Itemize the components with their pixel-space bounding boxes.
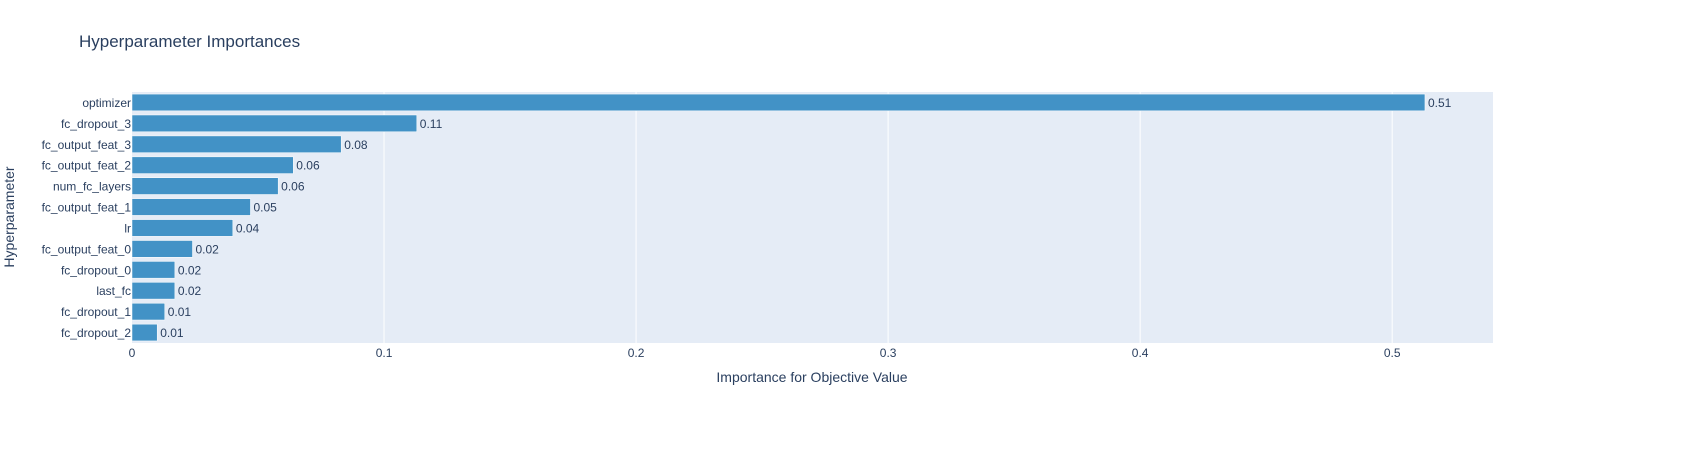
y-tick-label: fc_dropout_0	[61, 263, 131, 277]
gridlines	[383, 92, 1393, 343]
bar-value-label: 0.06	[281, 180, 305, 194]
y-tick-label: lr	[124, 221, 131, 235]
y-tick-labels: optimizer fc_dropout_3 fc_output_feat_3 fc_…	[42, 96, 132, 340]
y-tick-label: num_fc_layers	[53, 180, 131, 194]
bar[interactable]	[131, 135, 342, 153]
bar-value-label: 0.02	[178, 263, 202, 277]
y-tick-label: last_fc	[96, 284, 131, 298]
bar-value-label: 0.08	[344, 138, 368, 152]
bar-value-label: 0.04	[236, 221, 260, 235]
y-tick-label: fc_output_feat_0	[42, 242, 132, 256]
bar[interactable]	[131, 177, 279, 195]
bar[interactable]	[131, 282, 176, 300]
bar-value-label: 0.01	[168, 305, 192, 319]
y-tick-label: fc_output_feat_1	[42, 201, 132, 215]
bar[interactable]	[131, 323, 158, 342]
y-tick-label: optimizer	[82, 96, 131, 110]
bar[interactable]	[131, 219, 234, 237]
bar-value-label: 0.06	[296, 159, 320, 173]
bar[interactable]	[131, 198, 251, 216]
x-tick-labels: 0 0.1 0.2 0.3 0.4 0.5	[129, 346, 1401, 360]
y-tick-label: fc_dropout_1	[61, 305, 131, 319]
bar[interactable]	[131, 261, 176, 279]
bar-value-label: 0.02	[195, 242, 219, 256]
x-tick-label: 0.5	[1384, 346, 1401, 360]
x-tick-label: 0.1	[376, 346, 393, 360]
x-tick-label: 0.4	[1132, 346, 1149, 360]
bar[interactable]	[131, 240, 193, 258]
chart-title: Hyperparameter Importances	[79, 32, 300, 51]
y-tick-label: fc_dropout_2	[61, 326, 131, 340]
bar-value-label: 0.05	[253, 201, 277, 215]
y-tick-label: fc_output_feat_2	[42, 159, 132, 173]
x-tick-label: 0.2	[628, 346, 645, 360]
bar[interactable]	[131, 303, 166, 321]
bar[interactable]	[131, 114, 418, 132]
bar[interactable]	[131, 156, 294, 174]
bar-value-label: 0.11	[420, 117, 443, 131]
bar-value-label: 0.51	[1428, 96, 1452, 110]
y-axis-title: Hyperparameter	[1, 166, 17, 267]
bars: 0.51 0.11 0.08 0.06 0.06 0.05 0.04 0.02 0.02 0.02…	[131, 93, 1452, 342]
bar-value-label: 0.02	[178, 284, 202, 298]
plot-area	[132, 92, 1493, 343]
y-tick-label: fc_dropout_3	[61, 117, 131, 131]
x-tick-label: 0	[129, 346, 136, 360]
bar-value-label: 0.01	[160, 326, 184, 340]
x-axis-title: Importance for Objective Value	[716, 369, 907, 385]
bar[interactable]	[131, 93, 1426, 112]
y-tick-label: fc_output_feat_3	[42, 138, 132, 152]
x-tick-label: 0.3	[880, 346, 897, 360]
